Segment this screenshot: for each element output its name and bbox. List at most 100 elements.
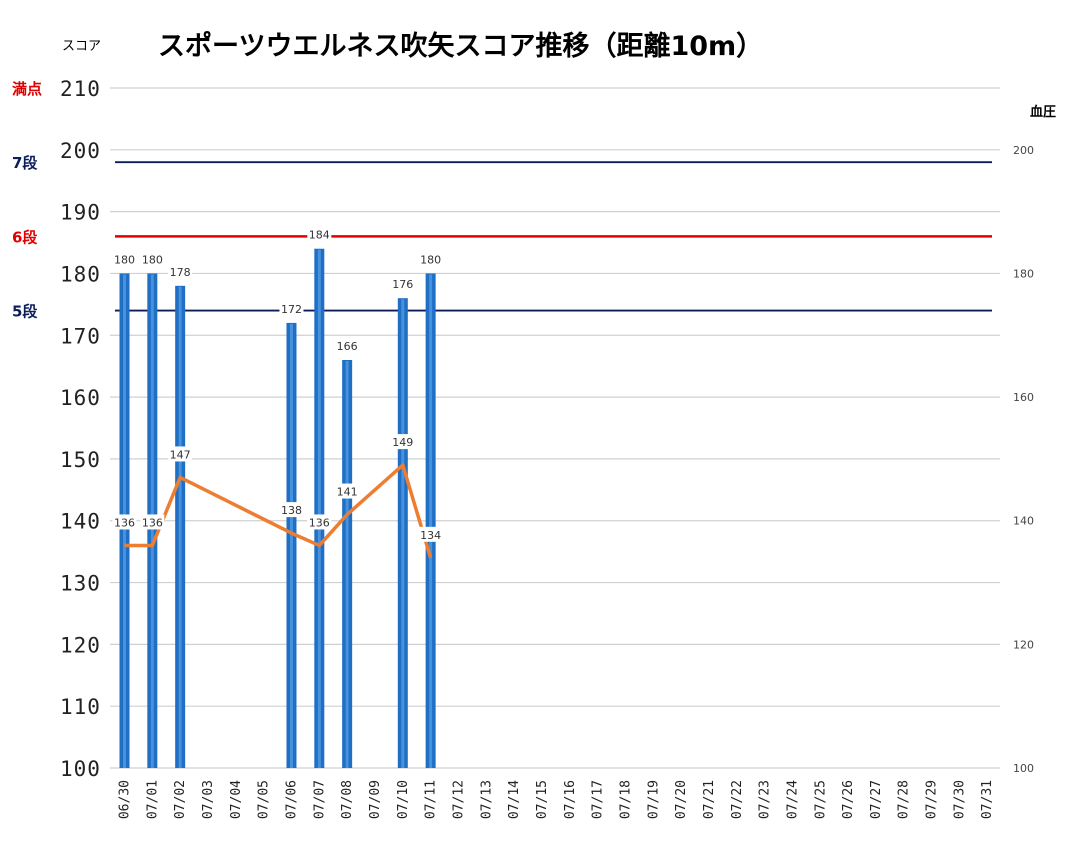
bar-highlight (345, 361, 349, 768)
bar-label-bg (279, 300, 304, 316)
reference-label: 満点 (12, 80, 42, 98)
y-tick-label: 150 (60, 448, 101, 472)
x-tick-label: 06/30 (118, 780, 133, 819)
y-tick-label: 130 (60, 572, 101, 596)
data-labels: 136 136 147 138 136 141 149 134 180 180 178 172 184 1… (112, 226, 443, 542)
line-label-bg (418, 526, 443, 542)
x-tick-label: 07/23 (758, 780, 773, 819)
reference-label: 6段 (12, 228, 37, 246)
x-tick-label: 07/04 (229, 780, 244, 819)
y2-tick-label: 140 (1013, 515, 1034, 528)
x-tick-label: 07/29 (925, 780, 940, 819)
y-tick-label: 110 (60, 695, 101, 719)
line-data-label: 136 (114, 516, 135, 529)
x-tick-label: 07/06 (284, 780, 299, 819)
line-series (124, 463, 433, 559)
x-tick-label: 07/21 (702, 780, 717, 819)
y2-tick-label: 200 (1013, 144, 1034, 157)
x-tick-label: 07/11 (424, 780, 439, 819)
bar-data-label: 176 (392, 278, 413, 291)
line-label-bg (335, 483, 360, 499)
y-tick-label: 160 (60, 386, 101, 410)
line-label-bg (279, 502, 304, 518)
line-path (124, 463, 433, 559)
bar-label-bg (390, 276, 415, 292)
line-label-bg (140, 514, 165, 530)
bar-highlight (429, 274, 433, 768)
x-tick-label: 07/15 (535, 780, 550, 819)
x-tick-label: 07/05 (257, 780, 272, 819)
bar-label-bg (335, 338, 360, 353)
x-tick-label: 07/22 (730, 780, 745, 819)
y-tick-label: 180 (60, 262, 101, 286)
y-tick-label: 200 (60, 139, 101, 163)
y-tick-label: 170 (60, 324, 101, 348)
x-tick-label: 07/02 (173, 780, 188, 819)
line-data-label: 136 (142, 516, 163, 529)
line-data-label: 141 (337, 486, 358, 499)
line-data-label: 134 (420, 529, 441, 542)
bar-label-bg (112, 251, 137, 267)
bar-data-label: 180 (142, 253, 163, 266)
reference-lines: 満点 7段 6段 5段 (12, 80, 992, 321)
bar-data-label: 178 (170, 266, 191, 279)
x-tick-label: 07/17 (591, 780, 606, 819)
bar-highlight (401, 299, 405, 768)
y2-tick-label: 120 (1013, 638, 1034, 651)
y2-tick-label: 180 (1013, 267, 1034, 280)
line-data-label: 147 (170, 448, 191, 461)
y-tick-label: 210 (60, 77, 101, 101)
line-data-label: 136 (309, 516, 330, 529)
chart-title: スポーツウエルネス吹矢スコア推移（距離10m） (158, 30, 763, 62)
x-tick-label: 07/18 (618, 780, 633, 819)
bar-highlight (289, 323, 293, 768)
bar-label-bg (418, 251, 443, 267)
line-label-bg (390, 434, 415, 450)
x-tick-label: 07/10 (396, 780, 411, 819)
bar-highlight (178, 286, 182, 768)
reference-label: 7段 (12, 154, 37, 172)
x-tick-label: 07/30 (952, 780, 967, 819)
y2-tick-label: 100 (1013, 762, 1034, 775)
x-tick-label: 07/03 (201, 780, 216, 819)
bar-data-label: 184 (309, 229, 330, 242)
x-tick-label: 07/25 (813, 780, 828, 819)
x-tick-label: 07/26 (841, 780, 856, 819)
bar-label-bg (307, 226, 332, 242)
bar-label-bg (140, 251, 165, 267)
x-tick-label: 07/01 (145, 780, 160, 819)
y-axis-label: スコア (62, 39, 101, 54)
x-tick-label: 07/20 (674, 780, 689, 819)
x-tick-label: 07/31 (980, 780, 995, 819)
x-tick-label: 07/09 (368, 780, 383, 819)
line-label-bg (168, 446, 193, 462)
axis-ticks: 100 110 120 130 140 150 160 170 180 190 200 210 100 1… (60, 77, 1034, 819)
bar-label-bg (168, 263, 193, 279)
bar-data-label: 180 (420, 253, 441, 266)
x-tick-label: 07/07 (312, 780, 327, 819)
bar-data-label: 172 (281, 303, 302, 316)
line-data-label: 138 (281, 504, 302, 517)
reference-label: 5段 (12, 303, 37, 321)
x-tick-label: 07/24 (785, 780, 800, 819)
x-tick-label: 07/19 (646, 780, 661, 819)
y2-tick-label: 160 (1013, 391, 1034, 404)
x-tick-label: 07/28 (897, 780, 912, 819)
y-tick-label: 140 (60, 510, 101, 534)
x-tick-label: 07/14 (507, 780, 522, 819)
line-label-bg (112, 514, 137, 530)
y-tick-label: 100 (60, 757, 101, 781)
x-tick-label: 07/27 (869, 780, 884, 819)
y2-axis-label: 血圧 (1030, 104, 1056, 120)
y-tick-label: 190 (60, 201, 101, 225)
bar-data-label: 166 (337, 340, 358, 353)
x-tick-label: 07/08 (340, 780, 355, 819)
x-tick-label: 07/13 (479, 780, 494, 819)
y-tick-label: 120 (60, 633, 101, 657)
grid-lines (110, 87, 1000, 769)
bar-highlight (317, 249, 321, 768)
x-tick-label: 07/16 (563, 780, 578, 819)
x-tick-label: 07/12 (451, 780, 466, 819)
line-label-bg (307, 514, 332, 530)
line-data-label: 149 (392, 436, 413, 449)
